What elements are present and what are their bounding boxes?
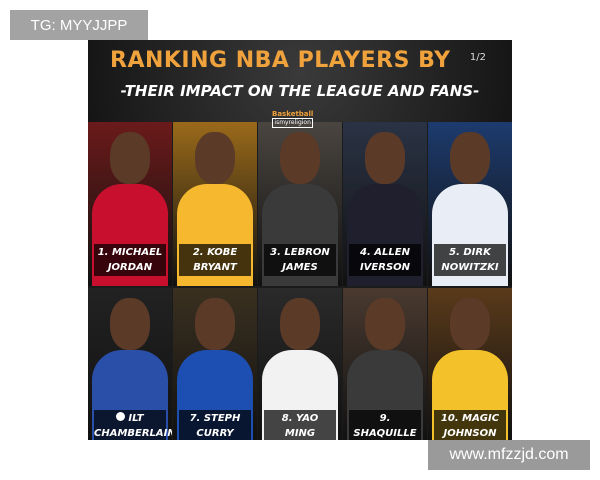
player-label: 2. KOBE BRYANT xyxy=(179,244,251,276)
poster-header: RANKING NBA PLAYERS BY 1/2 -THEIR IMPACT… xyxy=(88,40,512,122)
player-rank-name: 3. LEBRON xyxy=(270,247,330,258)
player-head xyxy=(280,132,320,184)
watermark-bottom-right: www.mfzzjd.com xyxy=(428,440,590,470)
player-rank-name: 5. DIRK xyxy=(449,247,491,258)
brand-logo: Basketball ismyreligion xyxy=(272,110,314,128)
player-label: 5. DIRK NOWITZKI xyxy=(434,244,506,276)
player-head xyxy=(450,132,490,184)
player-surname: CURRY xyxy=(196,428,234,439)
player-rank-name: 8. YAO xyxy=(281,413,319,424)
player-surname: JOHNSON xyxy=(443,428,497,439)
watermark-top-left: TG: MYYJJPP xyxy=(10,10,148,40)
player-head xyxy=(110,132,150,184)
player-label: 1. MICHAEL JORDAN xyxy=(94,244,166,276)
player-head xyxy=(110,298,150,350)
player-surname: CHAMBERLAIN xyxy=(94,428,172,439)
player-head xyxy=(450,298,490,350)
player-head xyxy=(280,298,320,350)
logo-line2: ismyreligion xyxy=(272,118,314,128)
player-head xyxy=(195,132,235,184)
poster-title: RANKING NBA PLAYERS BY xyxy=(110,48,451,73)
player-surname: NOWITZKI xyxy=(441,262,499,273)
player-head xyxy=(365,298,405,350)
player-rank-name: 7. STEPH xyxy=(189,413,241,424)
logo-line1: Basketball xyxy=(272,110,314,118)
player-rank-name: 10. MAGIC xyxy=(440,413,500,424)
player-head xyxy=(365,132,405,184)
player-label: 9. SHAQUILLEO'NEAL xyxy=(349,410,421,440)
poster-subtitle: -THEIR IMPACT ON THE LEAGUE AND FANS- xyxy=(120,82,480,100)
player-card: 4. ALLEN IVERSON xyxy=(343,122,427,286)
player-rank-name: 9. SHAQUILLE xyxy=(353,413,417,439)
player-surname: MING xyxy=(284,428,316,439)
player-surname: JORDAN xyxy=(107,262,153,273)
player-card: 1. MICHAEL JORDAN xyxy=(88,122,172,286)
player-card: ILT CHAMBERLAIN xyxy=(88,288,172,440)
player-head xyxy=(195,298,235,350)
player-label: 7. STEPH CURRY xyxy=(179,410,251,440)
player-rank-name: 4. ALLEN xyxy=(360,247,410,258)
player-card: 5. DIRK NOWITZKI xyxy=(428,122,512,286)
player-label: 4. ALLEN IVERSON xyxy=(349,244,421,276)
player-card: 2. KOBE BRYANT xyxy=(173,122,257,286)
poster-image: RANKING NBA PLAYERS BY 1/2 -THEIR IMPACT… xyxy=(88,40,512,440)
player-card: 9. SHAQUILLEO'NEAL xyxy=(343,288,427,440)
player-card: 7. STEPH CURRY xyxy=(173,288,257,440)
player-label: 10. MAGIC JOHNSON xyxy=(434,410,506,440)
player-rank-name: 1. MICHAEL xyxy=(97,247,163,258)
player-card: 3. LEBRON JAMES xyxy=(258,122,342,286)
player-label: 8. YAO MING xyxy=(264,410,336,440)
player-rank-name: ILT xyxy=(128,413,144,424)
player-surname: IVERSON xyxy=(359,262,411,273)
player-surname: JAMES xyxy=(282,262,318,273)
player-card: 10. MAGIC JOHNSON xyxy=(428,288,512,440)
player-surname: BRYANT xyxy=(193,262,237,273)
player-label: 3. LEBRON JAMES xyxy=(264,244,336,276)
player-card: 8. YAO MING xyxy=(258,288,342,440)
page-indicator: 1/2 xyxy=(469,52,486,63)
user-icon xyxy=(116,412,126,421)
player-rank-name: 2. KOBE xyxy=(192,247,238,258)
player-label: ILT CHAMBERLAIN xyxy=(94,410,172,440)
